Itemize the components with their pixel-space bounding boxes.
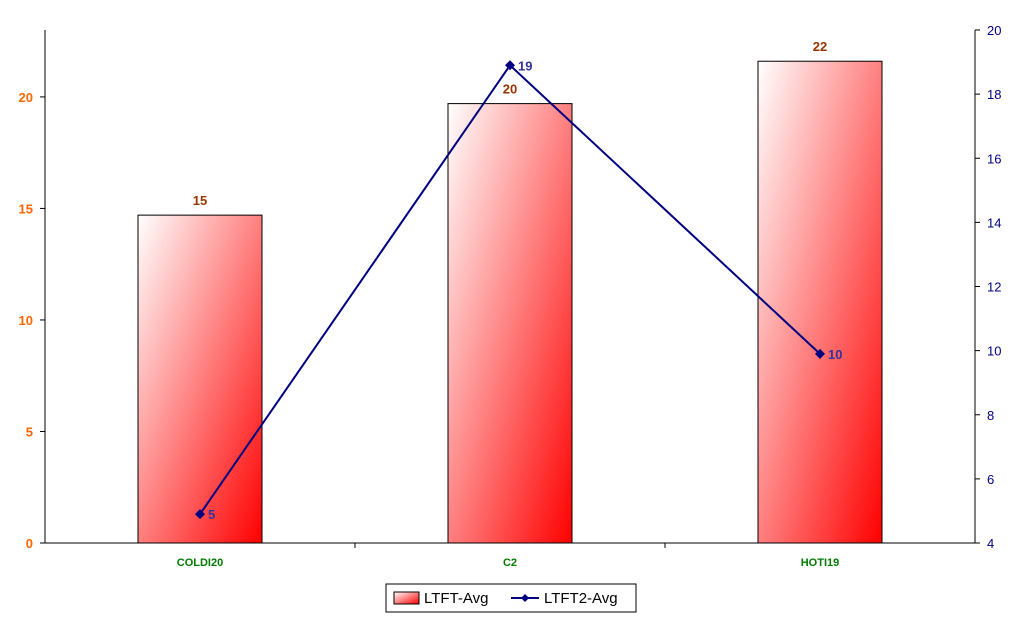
bar-data-label: 20 <box>503 82 517 97</box>
right-tick-label: 12 <box>987 280 1001 295</box>
bar <box>757 60 883 544</box>
left-tick-label: 10 <box>19 313 33 328</box>
right-tick-label: 6 <box>987 472 994 487</box>
line-point <box>195 509 205 520</box>
right-tick-label: 8 <box>987 408 994 423</box>
data-labels: 15 20 22 5 19 10 <box>193 39 843 522</box>
line-data-label: 19 <box>518 58 532 73</box>
legend-swatch-marker <box>521 594 529 602</box>
bar <box>137 214 263 544</box>
legend-label-bar: LTFT-Avg <box>424 590 488 607</box>
line-series <box>195 60 825 520</box>
bar-data-label: 22 <box>813 39 827 54</box>
bar-data-label: 15 <box>193 193 207 208</box>
right-tick-label: 16 <box>987 151 1001 166</box>
right-tick-label: 18 <box>987 87 1001 102</box>
bar-series <box>137 60 883 544</box>
legend: LTFT-Avg LTFT2-Avg <box>385 583 637 613</box>
legend-swatch-bar <box>393 591 420 605</box>
left-tick-label: 20 <box>19 90 33 105</box>
category-label: HOTI19 <box>801 557 840 569</box>
left-tick-label: 15 <box>19 201 33 216</box>
bar <box>447 103 573 544</box>
category-label: COLDI20 <box>177 557 223 569</box>
right-tick-label: 10 <box>987 344 1001 359</box>
right-tick-label: 14 <box>987 215 1001 230</box>
right-tick-label: 4 <box>987 536 994 551</box>
line-point <box>815 348 825 359</box>
left-tick-label: 0 <box>26 536 33 551</box>
line-data-label: 5 <box>208 507 215 522</box>
line-data-label: 10 <box>828 347 842 362</box>
left-tick-label: 5 <box>26 424 33 439</box>
category-label: C2 <box>503 557 517 569</box>
legend-label-line: LTFT2-Avg <box>544 590 618 607</box>
right-tick-label: 20 <box>987 23 1001 38</box>
line-point <box>505 60 515 71</box>
